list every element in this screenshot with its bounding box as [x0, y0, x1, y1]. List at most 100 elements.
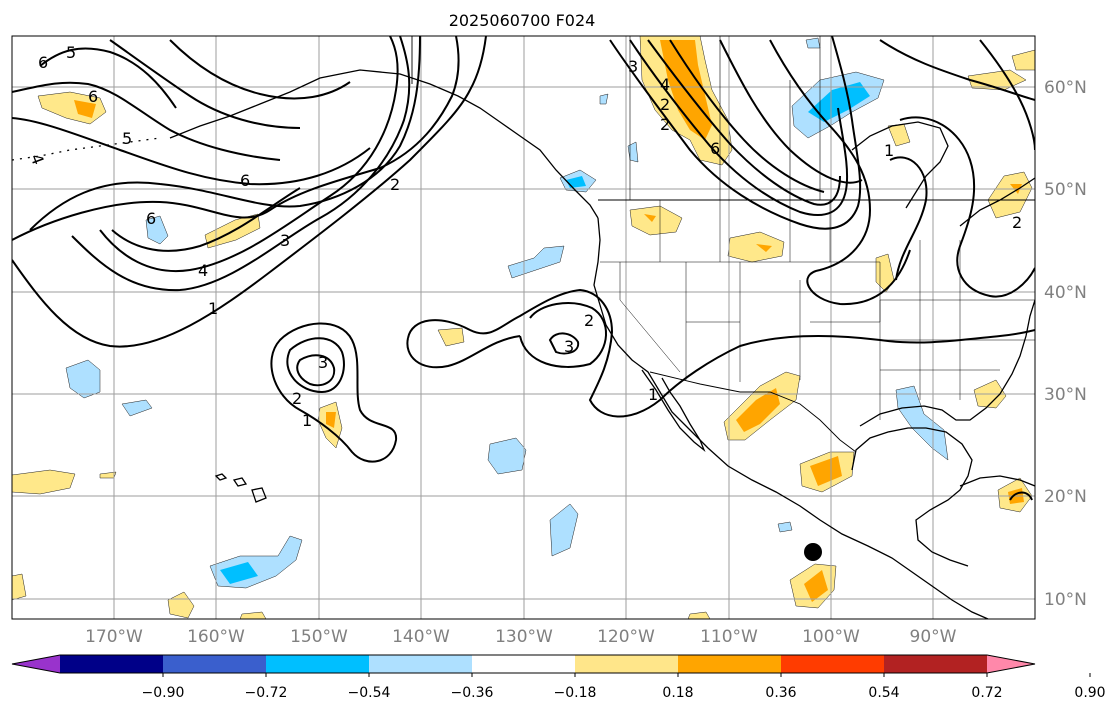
- contour-upper-4: [109, 39, 301, 129]
- shade-mexico-core: [810, 456, 842, 486]
- colorbar: −0.90 −0.72 −0.54 −0.36 −0.18 0.18 0.36 0.54 0.7…: [11, 654, 1105, 701]
- lon-label: 140°W: [392, 627, 450, 647]
- contour-2-north-pacific: [12, 36, 460, 241]
- contour-label: 1: [648, 385, 658, 404]
- colorbar-tick-label: 0.18: [662, 685, 693, 701]
- contour-label: 5: [122, 129, 132, 148]
- neg-shade-small: [777, 521, 793, 533]
- colorbar-tick-label: 0.54: [868, 685, 899, 701]
- colorbar-tick-label: −0.18: [554, 685, 597, 701]
- contour-ca-2: [519, 302, 607, 368]
- contour-label: 5: [66, 43, 76, 62]
- hawaii-1: [214, 473, 228, 481]
- contour-east-3: [889, 156, 928, 281]
- contour-1-north-pacific: [12, 36, 487, 348]
- lon-label: 90°W: [910, 627, 957, 647]
- colorbar-tick-label: 0.36: [765, 685, 796, 701]
- contour-upper-2: [12, 81, 281, 161]
- colorbar-tick-label: −0.90: [142, 685, 185, 701]
- figure-title: 2025060700 F024: [449, 11, 596, 30]
- lat-label: 60°N: [1044, 78, 1087, 98]
- contour-6-north-pacific: [111, 187, 301, 252]
- lat-label: 10°N: [1044, 590, 1087, 610]
- shade-bering-core: [74, 100, 96, 118]
- colorbar-segment: [369, 655, 473, 673]
- contour-ca-3: [548, 332, 580, 355]
- contour-label: 6: [146, 209, 156, 228]
- neg-shade-small-4: [805, 37, 821, 49]
- contour-label: 3: [318, 353, 328, 372]
- colorbar-tick-label: −0.54: [348, 685, 391, 701]
- contour-label: 6: [710, 139, 720, 158]
- contour-label: 3: [628, 57, 638, 76]
- lat-label: 30°N: [1044, 385, 1087, 405]
- contour-label: 2: [660, 95, 670, 114]
- lat-label: 20°N: [1044, 487, 1087, 507]
- lon-label: 110°W: [700, 627, 758, 647]
- gridlines: [12, 36, 1035, 619]
- lon-label: 170°W: [85, 627, 143, 647]
- neg-shade-central-pacific-2: [121, 399, 153, 417]
- neg-shade-tropical: [549, 503, 579, 557]
- shade-ne-edge: [1011, 49, 1035, 71]
- shade-wyoming: [727, 231, 785, 263]
- contour-trough-1: [609, 36, 862, 230]
- longitude-axis: 170°W 160°W 150°W 140°W 130°W 120°W 110°…: [85, 627, 957, 647]
- contour-trough-6: [769, 39, 911, 306]
- storm-center-marker: [804, 543, 822, 561]
- contour-label: 3: [564, 337, 574, 356]
- contour-label: 6: [240, 171, 250, 190]
- contour-trough-3: [647, 39, 841, 206]
- lon-label: 130°W: [495, 627, 553, 647]
- contour-hawaii-1: [270, 322, 398, 463]
- contour-ca-1b: [406, 335, 521, 369]
- shade-oregon-core: [644, 214, 656, 222]
- contour-label: 3: [280, 231, 290, 250]
- lon-label: 150°W: [290, 627, 348, 647]
- hawaii-3: [251, 487, 267, 503]
- colorbar-segment: [60, 655, 164, 673]
- contour-trough-2: [629, 39, 849, 216]
- contour-label: 2: [660, 115, 670, 134]
- shade-sw-edge: [12, 573, 27, 601]
- map-panel: 6 5 4 6 5 6 6 2 3 4 1 2 3 1 2 3 2 1 2 4: [11, 35, 1036, 620]
- shade-offshore-ca: [437, 327, 465, 347]
- shade-wyoming-core: [756, 244, 772, 252]
- us-mexico-border: [649, 371, 857, 453]
- neg-shade-south-hawaii-core: [220, 562, 258, 584]
- neg-shade-small-3: [599, 93, 609, 105]
- shade-epac-south-core: [804, 570, 828, 602]
- shade-south-pacific-2: [239, 611, 267, 619]
- colorbar-segment: [781, 655, 885, 673]
- neg-shade-gulf-alaska-w: [145, 215, 169, 245]
- colorbar-segment: [678, 655, 782, 673]
- contour-lines: [12, 36, 1035, 501]
- contour-4-north-pacific: [71, 36, 411, 292]
- contour-label: 1: [302, 411, 312, 430]
- shade-south-edge: [687, 611, 711, 619]
- colorbar-segment: [163, 655, 267, 673]
- colorbar-outline: [11, 654, 1036, 674]
- contour-label: 4: [660, 75, 670, 94]
- contour-label: 2: [390, 175, 400, 194]
- contour-label: 2: [292, 389, 302, 408]
- lon-label: 100°W: [802, 627, 860, 647]
- neg-shade-offshore-or: [507, 245, 565, 279]
- colorbar-segment: [575, 655, 679, 673]
- contour-trough-5: [719, 39, 863, 184]
- neg-shade-small-2: [627, 141, 639, 163]
- colorbar-tick-label: −0.36: [451, 685, 494, 701]
- colorbar-segment: [884, 655, 988, 673]
- contour-label: 2: [584, 311, 594, 330]
- colorbar-tick-label: −0.72: [245, 685, 288, 701]
- latitude-axis: 60°N 50°N 40°N 30°N 20°N 10°N: [1044, 78, 1087, 610]
- colorbar-extend-max: [987, 655, 1035, 673]
- contour-trough-4: [669, 39, 825, 193]
- contour-east-4: [979, 39, 1035, 151]
- cuba-coast: [959, 475, 1035, 487]
- contour-upper-3: [39, 47, 177, 109]
- contour-label: 4: [198, 261, 208, 280]
- colorbar-tick-label: 0.90: [1074, 685, 1105, 701]
- colorbar-tick-label: 0.72: [971, 685, 1002, 701]
